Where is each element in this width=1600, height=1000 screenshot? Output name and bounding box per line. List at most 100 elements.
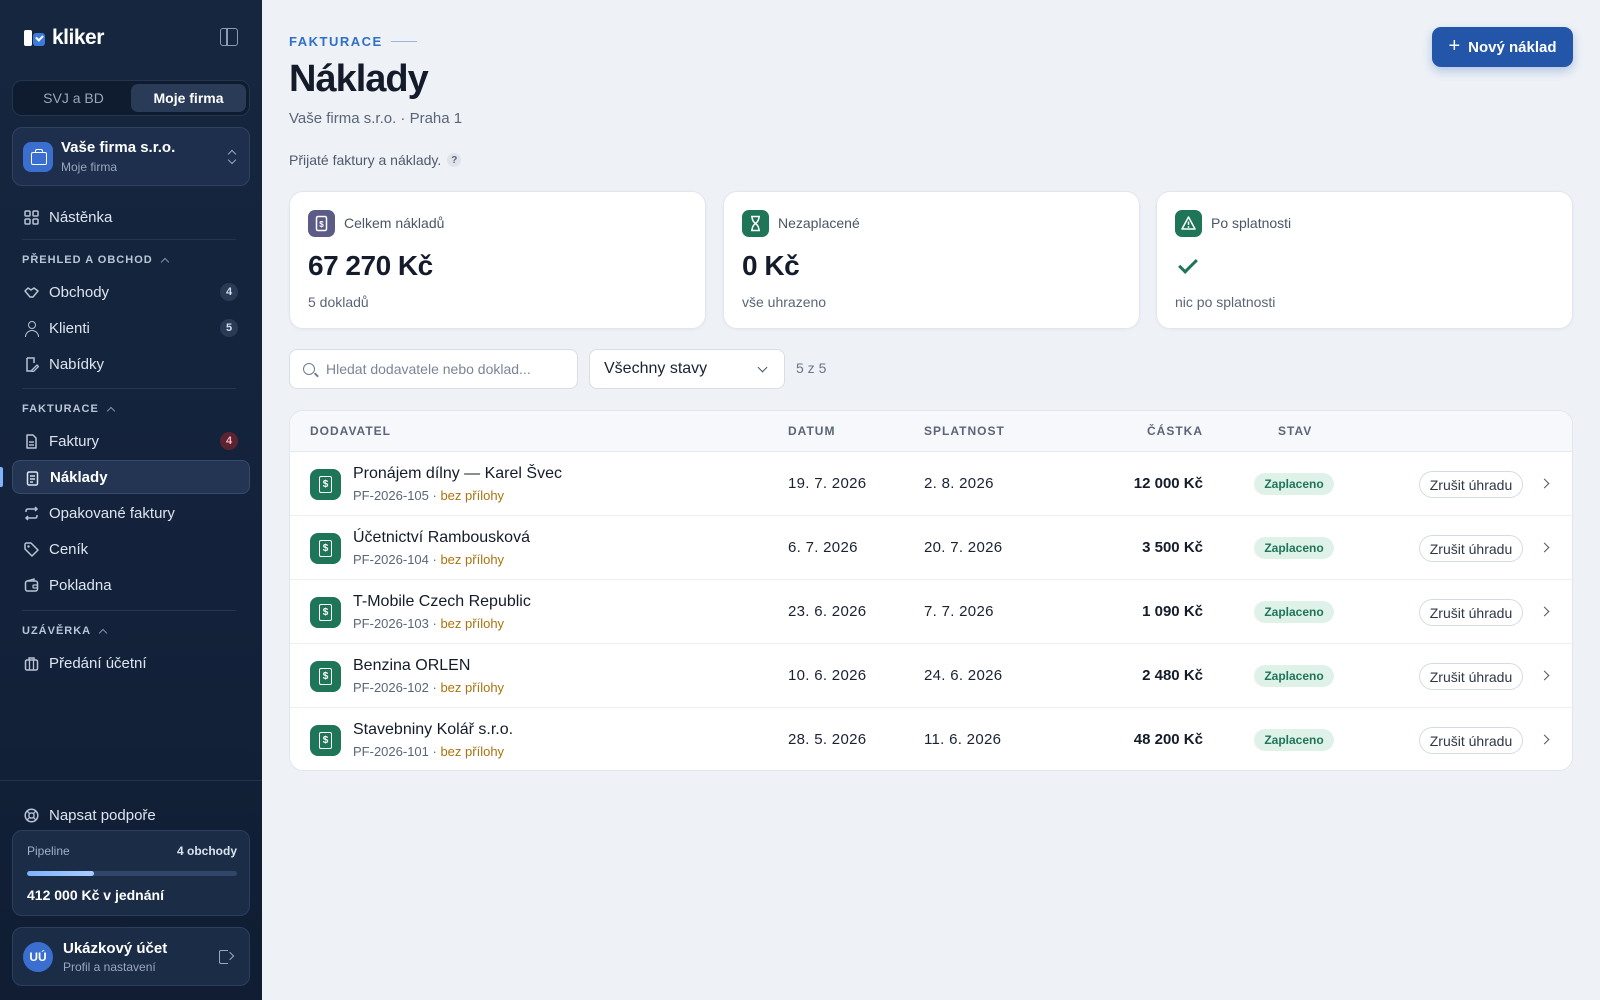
doc-id: PF-2026-103 <box>353 616 429 631</box>
status-select-value: Všechny stavy <box>604 360 708 377</box>
card-label: Po splatnosti <box>1211 215 1292 231</box>
sidebar-toggle-icon[interactable] <box>220 28 238 46</box>
warning-icon <box>1175 210 1202 237</box>
check-icon <box>1178 254 1198 274</box>
sidebar-item-nabidky[interactable]: Nabídky <box>12 347 250 381</box>
doc-id: PF-2026-101 <box>353 744 429 759</box>
sidebar-item-label: Pokladna <box>49 576 112 594</box>
sidebar-item-label: Předání účetní <box>49 654 147 672</box>
page-description: Přijaté faktury a náklady. ? <box>289 152 462 168</box>
logo-icon <box>24 28 46 48</box>
divider <box>22 610 236 611</box>
date-cell: 19. 7. 2026 <box>788 475 867 492</box>
table-row[interactable]: T-Mobile Czech Republic PF-2026-103 · be… <box>290 580 1572 644</box>
receipt-icon: $ <box>308 210 335 237</box>
section-fakturace[interactable]: FAKTURACE <box>22 403 116 415</box>
date-cell: 6. 7. 2026 <box>788 539 858 556</box>
column-supplier[interactable]: DODAVATEL <box>310 424 391 438</box>
table-row[interactable]: Benzina ORLEN PF-2026-102 · bez přílohy … <box>290 644 1572 708</box>
description-text: Přijaté faktury a náklady. <box>289 152 442 168</box>
sidebar-item-nastenka[interactable]: Nástěnka <box>12 200 250 234</box>
section-prehled[interactable]: PŘEHLED A OBCHOD <box>22 254 169 266</box>
sidebar-item-naklady[interactable]: Náklady <box>12 460 250 494</box>
briefcase-icon <box>24 656 39 671</box>
chevron-down-icon <box>757 362 768 373</box>
chevron-up-icon <box>98 628 108 637</box>
company-name: Vaše firma s.r.o. <box>61 139 176 156</box>
search-field[interactable] <box>289 349 578 389</box>
column-status[interactable]: STAV <box>1278 424 1313 438</box>
sidebar-item-obchody[interactable]: Obchody 4 <box>12 275 250 309</box>
sidebar-item-predani[interactable]: Předání účetní <box>12 646 250 680</box>
amount-cell: 2 480 Kč <box>1142 667 1203 684</box>
page-title: Náklady <box>289 58 429 100</box>
cancel-payment-button[interactable]: Zrušit úhradu <box>1419 599 1523 626</box>
card-total-expenses: $ Celkem nákladů 67 270 Kč 5 dokladů <box>289 191 706 329</box>
sidebar-item-cenik[interactable]: Ceník <box>12 532 250 566</box>
page-subtitle: Vaše firma s.r.o. · Praha 1 <box>289 110 463 127</box>
cancel-payment-button[interactable]: Zrušit úhradu <box>1419 535 1523 562</box>
cancel-payment-button[interactable]: Zrušit úhradu <box>1419 471 1523 498</box>
segment-svj[interactable]: SVJ a BD <box>43 90 104 106</box>
expenses-table: DODAVATEL DATUM SPLATNOST ČÁSTKA STAV Pr… <box>289 410 1573 771</box>
section-title: PŘEHLED A OBCHOD <box>22 254 153 266</box>
column-amount[interactable]: ČÁSTKA <box>1147 424 1203 438</box>
document-number: PF-2026-105 · bez přílohy <box>353 488 504 503</box>
card-sub: 5 dokladů <box>308 294 369 310</box>
sidebar-item-pokladna[interactable]: Pokladna <box>12 568 250 602</box>
chevron-right-icon[interactable] <box>1539 734 1550 745</box>
company-switcher[interactable]: Vaše firma s.r.o. Moje firma <box>12 127 250 186</box>
table-row[interactable]: Pronájem dílny — Karel Švec PF-2026-105 … <box>290 452 1572 516</box>
active-indicator <box>0 467 3 487</box>
sidebar-item-klienti[interactable]: Klienti 5 <box>12 311 250 345</box>
separator: · <box>428 552 441 567</box>
supplier-name: Benzina ORLEN <box>353 657 471 674</box>
card-overdue: Po splatnosti nic po splatnosti <box>1156 191 1573 329</box>
chevron-right-icon[interactable] <box>1539 478 1550 489</box>
pipeline-widget[interactable]: Pipeline 4 obchody 412 000 Kč v jednání <box>12 830 250 916</box>
doc-id: PF-2026-104 <box>353 552 429 567</box>
supplier-name: Stavebniny Kolář s.r.o. <box>353 721 514 738</box>
supplier-name: Účetnictví Rambousková <box>353 529 530 546</box>
column-date[interactable]: DATUM <box>788 424 836 438</box>
supplier-name: Pronájem dílny — Karel Švec <box>353 465 562 482</box>
support-label: Napsat podpoře <box>49 806 156 824</box>
chevron-right-icon[interactable] <box>1539 670 1550 681</box>
logo[interactable]: kliker <box>24 24 238 52</box>
sidebar: kliker SVJ a BD Moje firma Vaše firma s.… <box>0 0 262 1000</box>
card-value: 0 Kč <box>742 250 800 281</box>
document-number: PF-2026-101 · bez přílohy <box>353 744 504 759</box>
receipt-icon <box>310 725 341 756</box>
table-row[interactable]: Účetnictví Rambousková PF-2026-104 · bez… <box>290 516 1572 580</box>
invoice-icon <box>24 434 39 449</box>
attachment-status: bez přílohy <box>440 488 505 503</box>
card-sub: nic po splatnosti <box>1175 294 1276 310</box>
account-menu[interactable]: UÚ Ukázkový účet Profil a nastavení <box>12 927 250 986</box>
workspace-switch: SVJ a BD Moje firma <box>12 80 250 116</box>
cancel-payment-button[interactable]: Zrušit úhradu <box>1419 727 1523 754</box>
sidebar-item-opakovane[interactable]: Opakované faktury <box>12 496 250 530</box>
chevron-right-icon[interactable] <box>1539 606 1550 617</box>
chevron-right-icon[interactable] <box>1539 542 1550 553</box>
hourglass-icon <box>742 210 769 237</box>
status-badge: Zaplaceno <box>1254 665 1334 687</box>
cancel-payment-button[interactable]: Zrušit úhradu <box>1419 663 1523 690</box>
users-icon <box>24 321 39 337</box>
table-row[interactable]: Stavebniny Kolář s.r.o. PF-2026-101 · be… <box>290 708 1572 770</box>
new-expense-button[interactable]: + Nový náklad <box>1432 27 1573 67</box>
logout-icon[interactable] <box>219 950 235 964</box>
column-due[interactable]: SPLATNOST <box>924 424 1005 438</box>
help-icon[interactable]: ? <box>447 153 462 167</box>
search-input[interactable] <box>326 350 571 388</box>
sidebar-item-faktury[interactable]: Faktury 4 <box>12 424 250 458</box>
section-title: FAKTURACE <box>22 403 99 415</box>
receipt-icon <box>310 661 341 692</box>
document-number: PF-2026-104 · bez přílohy <box>353 552 504 567</box>
status-select[interactable]: Všechny stavy <box>589 349 785 389</box>
section-uzaverka[interactable]: UZÁVĚRKA <box>22 625 108 637</box>
due-cell: 20. 7. 2026 <box>924 539 1003 556</box>
segment-moje-firma[interactable]: Moje firma <box>131 84 246 112</box>
sidebar-item-label: Faktury <box>49 432 100 450</box>
grid-icon <box>24 210 39 225</box>
support-link[interactable]: Napsat podpoře <box>12 800 250 830</box>
